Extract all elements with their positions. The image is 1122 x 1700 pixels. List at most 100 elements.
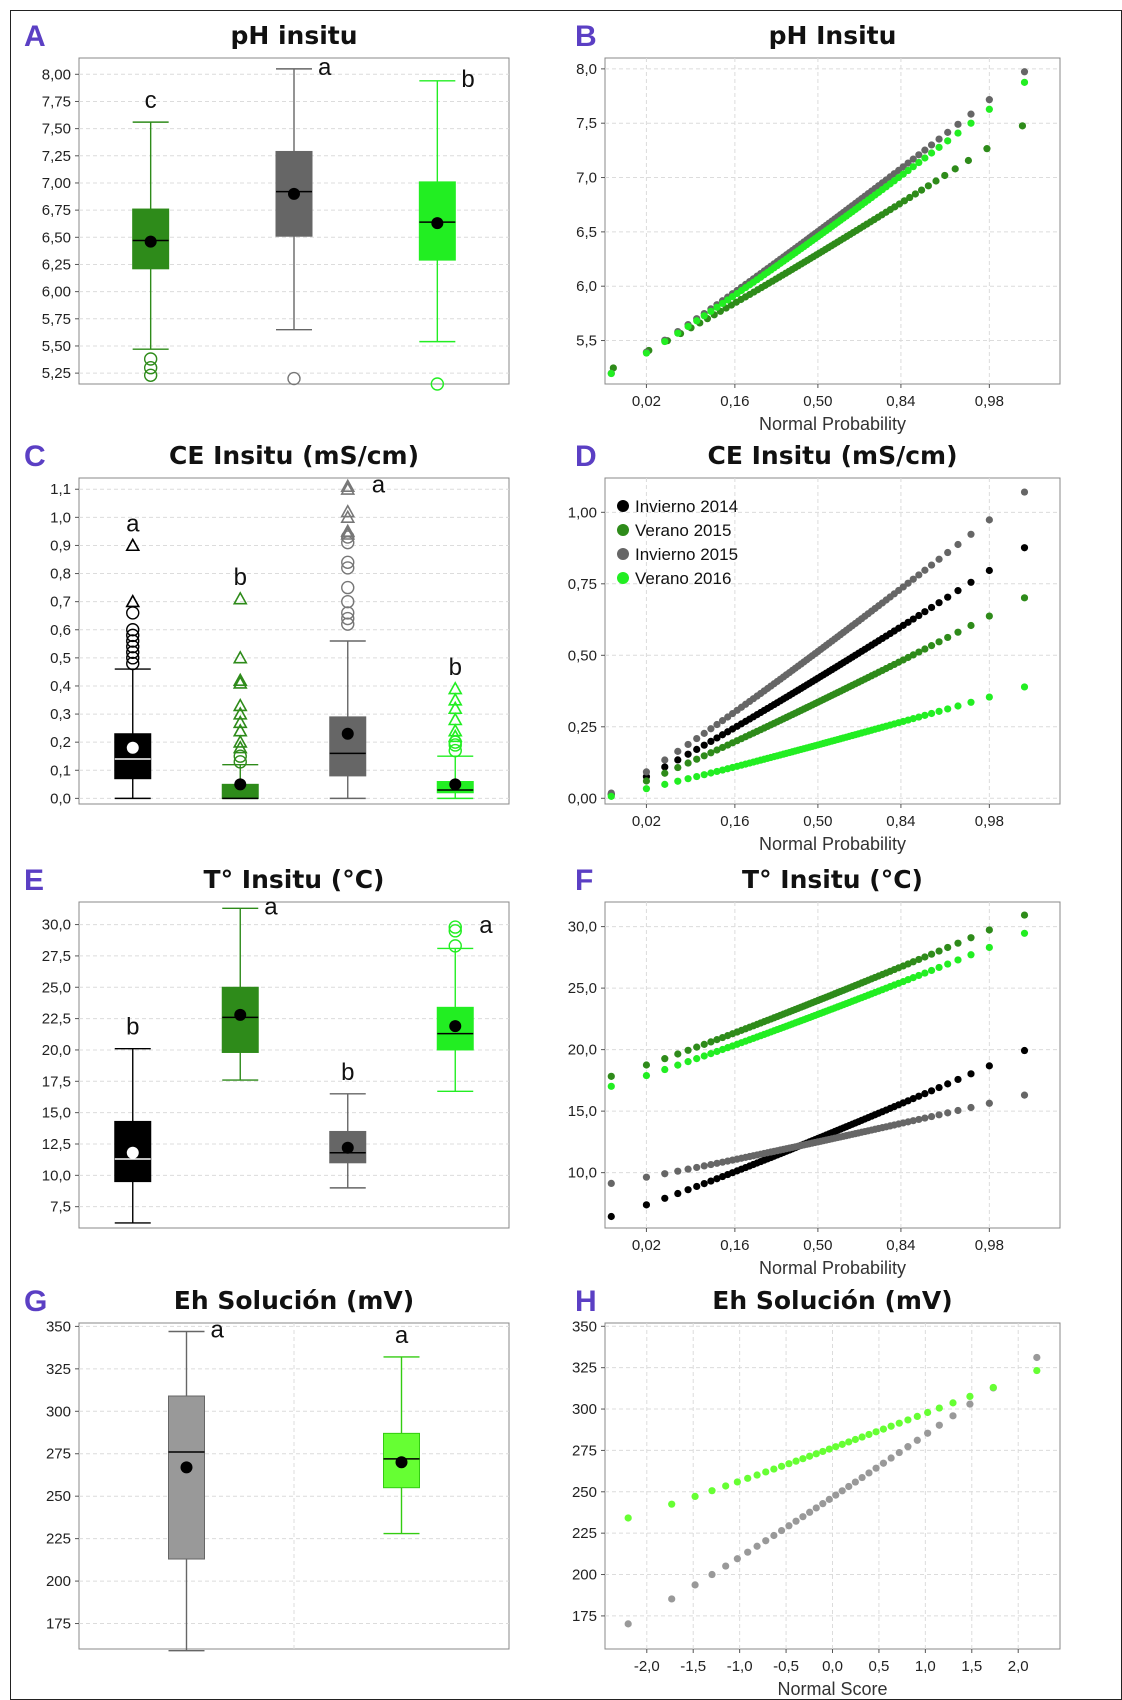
data-point [713, 1159, 721, 1167]
outlier-circle [341, 555, 355, 570]
panel-h-normal-eh: H Eh Solución (mV) 350 325 300 275 250 225 200 17… [572, 1285, 1095, 1699]
x-tick-label: 0,5 [868, 1658, 889, 1675]
data-point [899, 583, 907, 591]
x-tick-label: -1,0 [727, 1658, 753, 1675]
data-point [607, 1082, 615, 1090]
y-tick-label: 7,50 [42, 121, 71, 138]
x-tick-label: 0,50 [803, 813, 832, 830]
data-point [927, 141, 936, 149]
data-point [967, 621, 975, 630]
significance-letter: a [264, 893, 278, 920]
data-point [985, 516, 993, 524]
significance-letter: b [461, 66, 474, 93]
outlier-circle [430, 377, 445, 391]
x-axis-label: Normal Probability [759, 1258, 906, 1278]
data-point [954, 628, 962, 636]
chart-title: CE Insitu (mS/cm) [169, 441, 419, 470]
data-point [713, 746, 721, 754]
data-point [661, 337, 669, 346]
data-point [1033, 1366, 1041, 1375]
data-point [904, 1443, 912, 1451]
data-point [944, 548, 952, 557]
data-point [954, 1106, 962, 1115]
data-point [707, 307, 715, 315]
data-point [700, 312, 708, 320]
normal-plot-svg: H Eh Solución (mV) 350 325 300 275 250 225 200 17… [572, 1285, 1061, 1699]
y-tick-label: 7,0 [576, 170, 597, 187]
data-point [777, 1462, 786, 1470]
data-point [865, 1430, 873, 1439]
x-tick-label: 0,50 [803, 393, 832, 410]
data-point [762, 1537, 770, 1545]
data-point [949, 1399, 957, 1407]
data-point [851, 1435, 859, 1444]
data-point [921, 711, 929, 719]
outlier-circle [287, 371, 301, 386]
data-point [989, 1383, 997, 1392]
y-tick-label: 25,0 [42, 979, 71, 996]
data-point [845, 1482, 853, 1491]
y-tick-label: 8,00 [42, 66, 71, 83]
panel-label-f: F [575, 864, 593, 897]
outlier-triangle [232, 697, 248, 712]
outlier-triangle [232, 650, 248, 664]
data-point [951, 165, 959, 173]
data-point [967, 951, 975, 959]
data-point [674, 763, 682, 772]
data-point [624, 1620, 632, 1628]
outlier-triangle [340, 523, 356, 537]
data-point [792, 1517, 800, 1525]
data-point [865, 1469, 873, 1477]
data-point [944, 593, 952, 601]
data-point [674, 777, 682, 785]
outlier-circle [448, 920, 462, 934]
data-point [684, 740, 692, 749]
outlier-circle [341, 611, 355, 626]
data-point [904, 166, 912, 175]
outlier-circle [143, 352, 158, 366]
data-point [915, 151, 923, 159]
significance-letter: a [318, 54, 332, 81]
y-tick-label: 6,50 [42, 229, 71, 246]
outlier-triangle [447, 723, 463, 737]
data-point [707, 769, 715, 777]
data-point [825, 1495, 833, 1503]
data-point [909, 615, 917, 623]
y-tick-label: 17,5 [42, 1073, 71, 1090]
data-point [921, 645, 929, 653]
data-point [661, 769, 669, 777]
x-tick-label: -0,5 [773, 1658, 799, 1675]
data-point [1020, 544, 1029, 552]
data-point [713, 734, 721, 742]
data-point [944, 633, 952, 642]
data-point [985, 943, 993, 952]
y-tick-label: 30,0 [568, 919, 597, 936]
mean-marker [144, 235, 157, 248]
data-point [985, 612, 993, 620]
data-point [713, 767, 721, 776]
outlier-triangle [447, 712, 463, 726]
data-point [944, 137, 952, 145]
x-tick-label: 0,0 [822, 1658, 843, 1675]
data-point [819, 1500, 827, 1508]
y-tick-label: 30,0 [42, 917, 71, 934]
x-axis-label: Normal Probability [759, 834, 906, 854]
data-point [707, 749, 715, 757]
box-iqr [329, 716, 367, 777]
data-point [935, 947, 943, 955]
data-point [693, 1163, 701, 1172]
y-tick-label: 350 [46, 1318, 71, 1335]
data-point [1033, 1353, 1041, 1362]
data-point [954, 540, 962, 549]
data-point [607, 1212, 615, 1221]
data-point [832, 1443, 840, 1451]
data-point [607, 792, 615, 800]
data-point [707, 1038, 715, 1046]
data-point [718, 299, 727, 308]
y-tick-label: 27,5 [42, 948, 71, 965]
panel-label-h: H [575, 1285, 597, 1318]
data-point [1020, 594, 1029, 602]
outlier-triangle [125, 594, 141, 608]
y-tick-label: 7,00 [42, 175, 71, 192]
y-tick-label: 20,0 [568, 1042, 597, 1059]
